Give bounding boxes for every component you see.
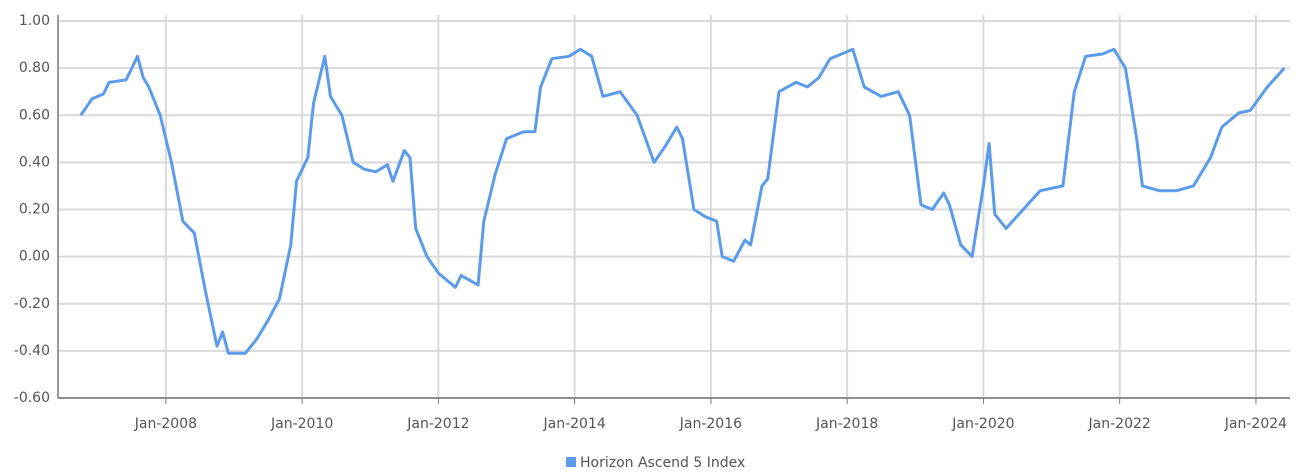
- legend-label: Horizon Ascend 5 Index: [580, 455, 745, 471]
- x-tick-label: Jan-2014: [543, 416, 606, 432]
- y-tick-label: -0.40: [14, 343, 50, 359]
- y-tick-label: -0.20: [14, 296, 50, 312]
- x-tick-label: Jan-2010: [270, 416, 333, 432]
- y-tick-label: -0.60: [14, 390, 50, 406]
- y-tick-label: 0.60: [19, 107, 50, 123]
- data-line: [79, 47, 1286, 355]
- y-tick-label: 0.40: [19, 154, 50, 170]
- legend-swatch: [566, 457, 576, 467]
- x-tick-label: Jan-2016: [679, 416, 742, 432]
- y-tick-label: 0.00: [19, 249, 50, 265]
- x-tick-label: Jan-2020: [951, 416, 1014, 432]
- y-tick-label: 0.80: [19, 60, 50, 76]
- x-tick-label: Jan-2012: [406, 416, 469, 432]
- x-tick-label: Jan-2018: [815, 416, 878, 432]
- y-tick-label: 0.20: [19, 202, 50, 218]
- y-tick-label: 1.00: [19, 13, 50, 29]
- x-tick-label: Jan-2024: [1224, 416, 1287, 432]
- x-tick-label: Jan-2008: [134, 416, 197, 432]
- x-tick-label: Jan-2022: [1088, 416, 1151, 432]
